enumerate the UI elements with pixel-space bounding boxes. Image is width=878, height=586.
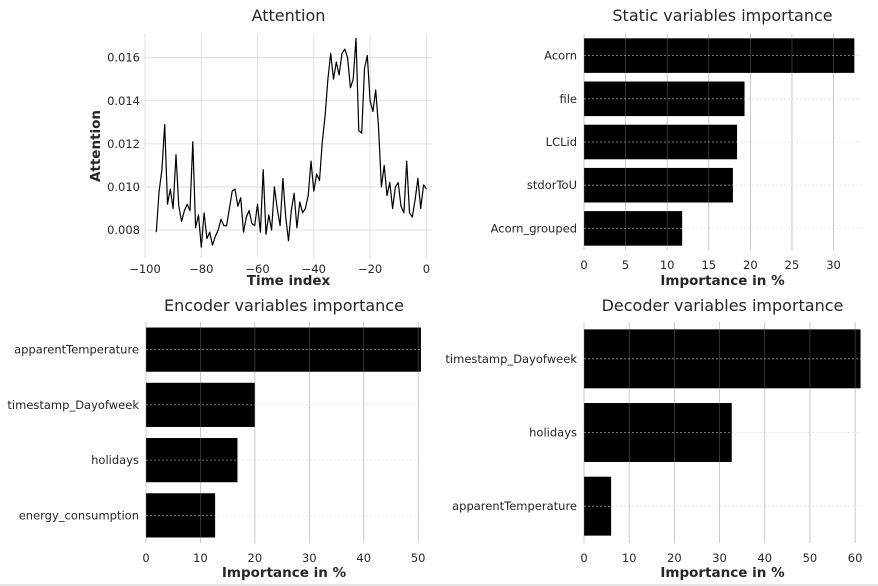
attention-x-tick-label: −40: [302, 262, 326, 276]
decoder-importance-x-tick-label: 60: [848, 551, 863, 565]
static-importance-x-tick-label: 20: [743, 258, 758, 272]
attention-y-tick-label: 0.010: [107, 180, 140, 194]
decoder-importance-chart: timestamp_Dayofweek holidays apparentTempe…: [445, 296, 862, 581]
static-importance-category-label: file: [559, 92, 577, 106]
decoder-importance-category-label: holidays: [529, 426, 577, 440]
encoder-importance-x-tick-label: 10: [193, 551, 208, 565]
static-importance-x-tick-label: 25: [785, 258, 800, 272]
attention-x-axis-label: Time index: [247, 273, 331, 289]
decoder-importance-x-tick-label: 40: [757, 551, 772, 565]
encoder-importance-x-tick-label: 30: [302, 551, 317, 565]
decoder-importance-x-tick-label: 50: [803, 551, 818, 565]
static-importance-category-label: Acorn_grouped: [491, 221, 577, 235]
static-importance-category-label: stdorToU: [527, 178, 577, 192]
attention-x-tick-label: −100: [129, 262, 161, 276]
decoder-importance-x-axis-label: Importance in %: [660, 565, 785, 581]
encoder-importance-chart: apparentTemperature timestamp_Dayofweekho…: [7, 296, 425, 581]
decoder-importance-category-label: apparentTemperature: [452, 499, 577, 513]
encoder-importance-chart-title: Encoder variables importance: [164, 296, 404, 315]
attention-y-tick-label: 0.016: [107, 51, 140, 65]
encoder-importance-bar: [146, 493, 216, 538]
encoder-importance-x-tick-label: 20: [248, 551, 263, 565]
decoder-importance-chart-title: Decoder variables importance: [602, 296, 844, 315]
attention-chart-title: Attention: [252, 6, 326, 25]
encoder-importance-category-label: timestamp_Dayofweek: [7, 398, 139, 412]
attention-x-tick-label: −60: [245, 262, 269, 276]
attention-chart: −100 −80 −60 −40 −20 0 0.008 0.010 0.012 0.014 0.0…: [88, 6, 432, 289]
decoder-importance-category-label: timestamp_Dayofweek: [445, 352, 577, 366]
static-importance-chart-title: Static variables importance: [612, 6, 832, 25]
static-importance-x-tick-label: 10: [660, 258, 675, 272]
encoder-importance-x-axis-label: Importance in %: [222, 565, 347, 581]
encoder-importance-x-tick-label: 0: [142, 551, 149, 565]
static-importance-x-tick-label: 5: [622, 258, 629, 272]
decoder-importance-x-tick-label: 20: [667, 551, 682, 565]
static-importance-category-label: LCLid: [546, 135, 577, 149]
attention-y-tick-label: 0.014: [107, 94, 140, 108]
static-importance-chart: Acorn file LCLid stdorToU Acorn_grouped 0 5 10 1…: [491, 6, 861, 289]
static-importance-x-tick-label: 0: [580, 258, 587, 272]
encoder-importance-category-label: energy_consumption: [19, 508, 139, 522]
attention-y-tick-label: 0.012: [107, 137, 140, 151]
static-importance-bar: [584, 167, 733, 203]
decoder-importance-bar: [584, 329, 861, 389]
attention-y-axis-label: Attention: [88, 110, 104, 182]
attention-x-tick-label: −20: [358, 262, 382, 276]
attention-x-tick-label: −80: [189, 262, 213, 276]
static-importance-x-tick-label: 30: [826, 258, 841, 272]
decoder-importance-x-tick-label: 0: [580, 551, 587, 565]
static-importance-category-label: Acorn: [544, 49, 577, 63]
encoder-importance-x-tick-label: 50: [411, 551, 426, 565]
encoder-importance-x-tick-label: 40: [356, 551, 371, 565]
bottom-divider: [0, 584, 878, 586]
attention-y-tick-label: 0.008: [107, 223, 140, 237]
decoder-importance-x-tick-label: 30: [712, 551, 727, 565]
encoder-importance-category-label: apparentTemperature: [14, 343, 139, 357]
attention-x-tick-label: 0: [423, 262, 430, 276]
static-importance-x-tick-label: 15: [701, 258, 716, 272]
attention-series-line: [155, 37, 427, 248]
static-importance-x-axis-label: Importance in %: [660, 273, 785, 289]
decoder-importance-x-tick-label: 10: [622, 551, 637, 565]
encoder-importance-category-label: holidays: [91, 453, 139, 467]
